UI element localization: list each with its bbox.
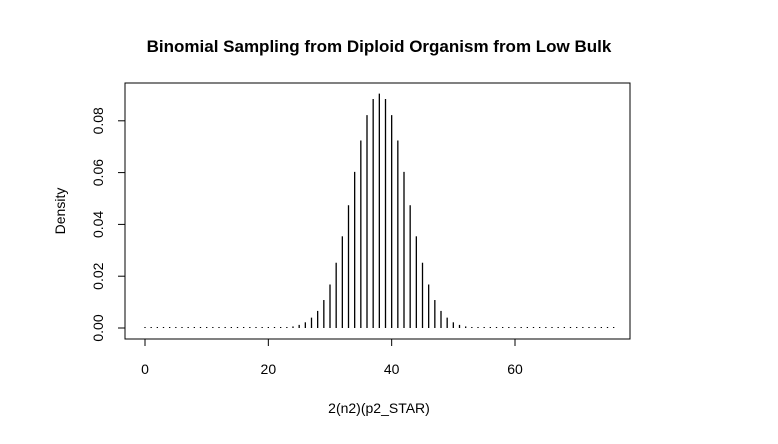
y-tick-label: 0.00 — [90, 314, 106, 341]
plot-frame — [124, 82, 631, 340]
x-tick-label: 60 — [507, 361, 523, 377]
x-tick-label: 20 — [261, 361, 277, 377]
y-tick-label: 0.04 — [90, 211, 106, 238]
y-tick-label: 0.06 — [90, 159, 106, 186]
x-axis-label: 2(n2)(p2_STAR) — [328, 400, 430, 416]
x-tick-label: 0 — [141, 361, 149, 377]
density-spikes — [144, 93, 615, 328]
y-axis-label: Density — [52, 188, 68, 235]
chart-title: Binomial Sampling from Diploid Organism … — [147, 37, 612, 56]
y-tick-label: 0.02 — [90, 262, 106, 289]
y-tick-label: 0.08 — [90, 107, 106, 134]
x-axis-ticks: 0 20 40 60 — [141, 339, 523, 377]
y-axis-ticks: 0.00 0.02 0.04 0.06 0.08 — [90, 107, 125, 342]
x-tick-label: 40 — [384, 361, 400, 377]
